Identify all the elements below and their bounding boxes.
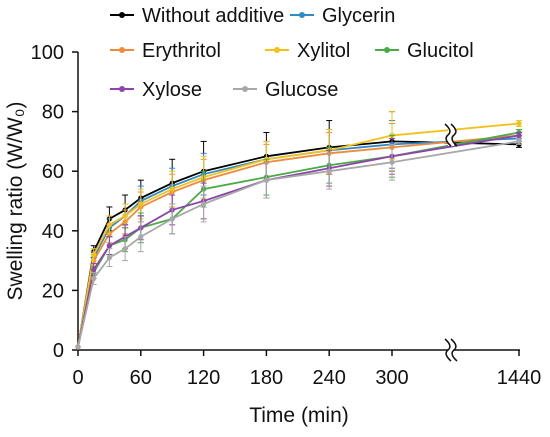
series-line (77, 140, 520, 348)
axis-break-markers (444, 123, 458, 362)
legend-label: Glycerin (322, 5, 395, 27)
y-tick-label: 40 (42, 221, 64, 243)
data-point (122, 246, 128, 252)
legend-label: Xylitol (297, 40, 350, 62)
legend-marker (299, 12, 305, 18)
data-point (106, 255, 112, 261)
x-axis-title: Time (min) (249, 404, 349, 427)
series-group (75, 111, 522, 350)
legend-marker (119, 47, 125, 53)
axis-break-mark (450, 338, 458, 362)
legend-item-xylitol: Xylitol (265, 40, 350, 62)
legend-item-xylose: Xylose (110, 79, 202, 101)
x-tick-label: 1440 (497, 367, 542, 389)
legend-label: Erythritol (142, 40, 221, 62)
data-point (516, 138, 522, 144)
x-tick-label: 0 (72, 367, 83, 389)
y-ticks: 0 20 40 60 80 100 (31, 42, 78, 362)
axis-break-mark (444, 338, 452, 362)
data-point (516, 120, 522, 127)
legend-item-erythritol: Erythritol (110, 40, 221, 62)
data-point (169, 216, 175, 222)
y-tick-label: 0 (53, 340, 64, 362)
axis-break-mark (450, 123, 458, 147)
x-tick-label: 240 (313, 367, 346, 389)
data-point (91, 275, 97, 282)
data-point (122, 213, 128, 219)
data-point (138, 201, 144, 207)
legend-marker (274, 47, 280, 53)
series-line (77, 134, 520, 348)
y-tick-label: 80 (42, 102, 64, 124)
legend-marker (119, 12, 125, 18)
data-point (91, 266, 97, 273)
data-point (516, 132, 522, 139)
legend-label: Glucitol (407, 40, 474, 62)
legend-item-without-additive: Without additive (110, 5, 284, 27)
data-point (326, 168, 332, 174)
legend: Without additive Glycerin Erythritol Xylito… (110, 5, 474, 101)
series-line (77, 134, 520, 348)
series-line (77, 140, 520, 348)
y-axis-title: Swelling ratio (W/W₀) (4, 102, 27, 301)
x-tick-label: 180 (250, 367, 283, 389)
x-tick-label: 300 (375, 367, 408, 389)
data-point (106, 222, 112, 228)
axis-break-gap (448, 339, 454, 361)
legend-label: Xylose (142, 79, 202, 101)
legend-label: Without additive (142, 5, 284, 27)
series-line (77, 137, 520, 348)
legend-item-glucose: Glucose (233, 79, 338, 101)
axis-break-gap (448, 124, 454, 146)
legend-item-glycerin: Glycerin (290, 5, 395, 27)
series-xylose (75, 131, 522, 350)
data-point (106, 243, 112, 249)
series-line (77, 131, 520, 348)
x-ticks: 0 60 120 180 240 300 1440 (72, 350, 541, 389)
legend-marker (242, 86, 248, 92)
series-xylitol (75, 111, 522, 350)
data-point (201, 201, 207, 207)
y-tick-label: 100 (31, 42, 64, 64)
x-tick-label: 120 (187, 367, 220, 389)
data-point (138, 234, 144, 240)
y-tick-label: 60 (42, 161, 64, 183)
legend-marker (384, 47, 390, 53)
data-point (389, 159, 395, 165)
data-point (263, 177, 269, 183)
legend-label: Glucose (265, 79, 338, 101)
x-tick-label: 60 (130, 367, 152, 389)
series-without-additive (75, 111, 522, 350)
axis-break-mark (444, 123, 452, 147)
y-tick-label: 20 (42, 280, 64, 302)
legend-marker (119, 86, 125, 92)
series-glucose (75, 137, 522, 350)
data-point (169, 186, 175, 192)
legend-item-glucitol: Glucitol (375, 40, 474, 62)
data-point (91, 252, 97, 258)
axes (77, 52, 520, 351)
data-point (75, 344, 81, 350)
